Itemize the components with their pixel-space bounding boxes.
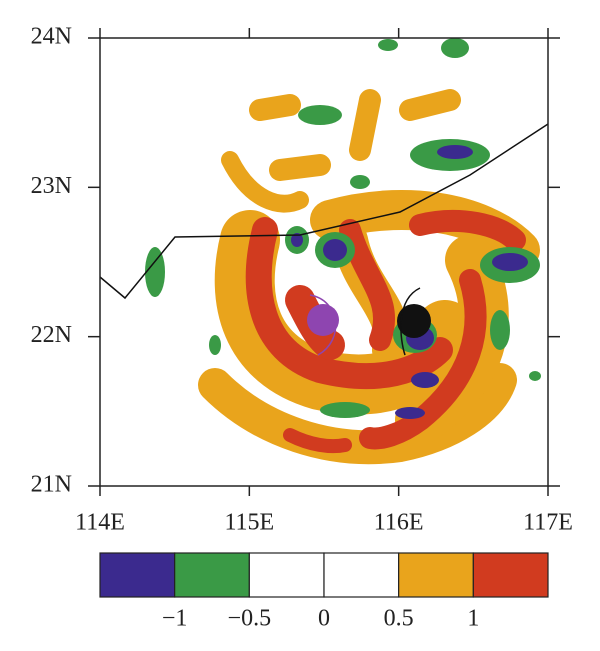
colorbar-label: 0 [318, 606, 330, 632]
colorbar-label: −1 [162, 606, 188, 632]
y-tick-label: 23N [31, 173, 72, 199]
colorbar-box [398, 552, 474, 598]
colorbar-box [248, 552, 325, 598]
colorbar-label: 1 [467, 606, 479, 632]
x-tick-label: 117E [523, 510, 573, 536]
colorbar-box [323, 552, 400, 598]
y-tick-label: 24N [31, 24, 72, 50]
contour-field [99, 37, 549, 487]
x-tick-label: 116E [374, 510, 424, 536]
colorbar-box [472, 552, 549, 598]
y-tick-label: 21N [31, 472, 72, 498]
colorbar-label: 0.5 [384, 606, 414, 632]
x-tick-label: 114E [75, 510, 125, 536]
y-tick-label: 22N [31, 322, 72, 348]
colorbar-box [174, 552, 250, 598]
colorbar-label: −0.5 [228, 606, 272, 632]
x-tick-label: 115E [224, 510, 274, 536]
colorbar-box [99, 552, 176, 598]
